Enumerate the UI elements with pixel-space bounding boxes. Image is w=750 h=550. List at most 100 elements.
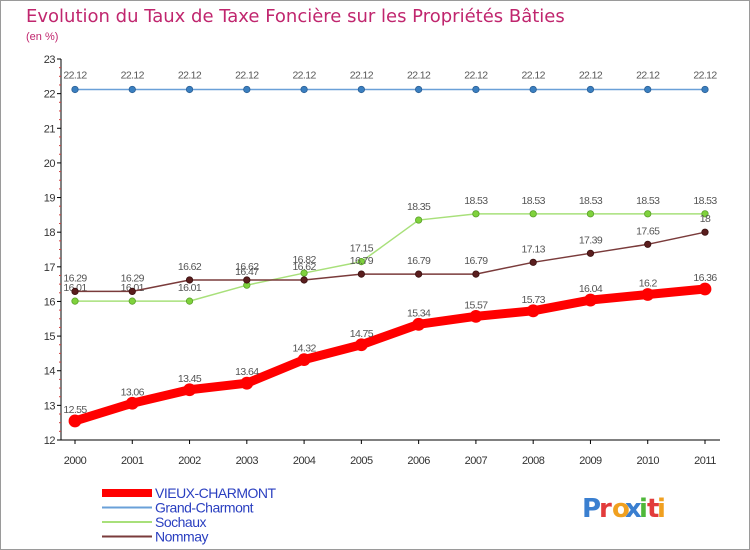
x-tick-label-2001: 2001 bbox=[121, 455, 144, 467]
data-label: 16.36 bbox=[693, 272, 717, 284]
data-point bbox=[415, 270, 423, 278]
data-point bbox=[300, 269, 308, 277]
y-tick-label-13: 13 bbox=[44, 400, 56, 412]
data-label: 17.15 bbox=[350, 243, 374, 255]
y-tick-label-14: 14 bbox=[44, 366, 56, 378]
legend-label-nommay: Nommay bbox=[155, 529, 209, 545]
series-line bbox=[74, 213, 706, 302]
data-point bbox=[415, 216, 423, 224]
data-point bbox=[240, 376, 254, 390]
data-label: 16.2 bbox=[639, 278, 658, 290]
data-label: 13.64 bbox=[235, 366, 259, 378]
data-label: 16.82 bbox=[292, 254, 316, 266]
series-line bbox=[74, 231, 706, 293]
x-tick-label-2006: 2006 bbox=[407, 455, 430, 467]
data-label: 17.65 bbox=[636, 225, 660, 237]
data-point bbox=[71, 85, 79, 94]
data-point bbox=[701, 85, 709, 94]
y-tick-label-23: 23 bbox=[44, 54, 56, 66]
data-label: 16.62 bbox=[235, 261, 259, 273]
data-label: 22.12 bbox=[235, 69, 259, 81]
data-label: 18 bbox=[700, 213, 711, 225]
x-tick-label-2009: 2009 bbox=[579, 455, 602, 467]
data-point bbox=[415, 85, 423, 94]
logo-letter: i bbox=[639, 494, 648, 524]
data-label: 17.39 bbox=[579, 234, 603, 246]
y-tick-label-19: 19 bbox=[44, 193, 56, 205]
data-label: 16.62 bbox=[178, 261, 202, 273]
data-point bbox=[185, 276, 194, 284]
data-point bbox=[529, 258, 537, 266]
series-lines: 22.12 22.12 22.12 22.12 22.12 22.12 22.12 22.12… bbox=[63, 69, 718, 428]
data-point bbox=[586, 249, 595, 257]
data-label: 18.53 bbox=[579, 195, 603, 207]
data-label: 12.55 bbox=[63, 404, 87, 416]
data-point bbox=[701, 228, 709, 236]
y-tick-label-18: 18 bbox=[44, 227, 56, 239]
data-label: 18.53 bbox=[693, 195, 717, 207]
data-label: 13.45 bbox=[178, 373, 202, 385]
y-tick-label-22: 22 bbox=[44, 89, 56, 101]
y-tick-label-16: 16 bbox=[44, 296, 56, 308]
data-label: 16.62 bbox=[292, 261, 316, 273]
data-label: 22.12 bbox=[350, 69, 374, 81]
series-grand-charmont: 22.12 22.12 22.12 22.12 22.12 22.12 22.12 22.12… bbox=[63, 69, 718, 94]
data-point bbox=[128, 297, 136, 305]
y-tick-label-12: 12 bbox=[44, 435, 56, 447]
data-point bbox=[185, 297, 194, 305]
data-point bbox=[300, 276, 308, 284]
data-label: 18.53 bbox=[522, 195, 546, 207]
x-tick-label-2007: 2007 bbox=[465, 455, 488, 467]
legend-label-grand-charmont: Grand-Charmont bbox=[155, 500, 254, 516]
x-tick-label-2008: 2008 bbox=[522, 455, 545, 467]
data-label: 22.12 bbox=[63, 69, 87, 81]
data-label: 16.01 bbox=[178, 282, 202, 294]
chart-subtitle: (en %) bbox=[26, 31, 58, 43]
x-tick-label-2003: 2003 bbox=[236, 455, 259, 467]
data-point bbox=[68, 414, 82, 428]
data-point bbox=[698, 282, 712, 296]
data-label: 15.73 bbox=[522, 294, 546, 306]
data-point bbox=[584, 293, 597, 307]
data-point bbox=[526, 304, 540, 318]
data-label: 16.79 bbox=[350, 255, 374, 267]
data-point bbox=[472, 210, 480, 218]
data-label: 22.12 bbox=[693, 69, 717, 81]
logo-letter: i bbox=[657, 494, 666, 524]
data-label: 18.35 bbox=[407, 201, 431, 213]
x-tick-label-2000: 2000 bbox=[64, 455, 87, 467]
series-sochaux: 16.0116.0116.0116.4716.8217.1518.3518.53… bbox=[63, 195, 718, 305]
data-point bbox=[300, 85, 308, 94]
y-tick-label-21: 21 bbox=[44, 123, 56, 135]
data-label: 18.53 bbox=[464, 195, 488, 207]
chart-title: Evolution du Taux de Taxe Foncière sur l… bbox=[26, 6, 565, 27]
x-tick-label-2011: 2011 bbox=[694, 455, 716, 467]
data-point bbox=[354, 338, 368, 352]
axes: 12 13 14 15 16 17 18 19 20 21 22 23 2000 2001 2002 2003… bbox=[44, 54, 720, 467]
data-point bbox=[644, 85, 652, 94]
logo-letter: o bbox=[612, 494, 630, 524]
data-label: 16.29 bbox=[63, 272, 87, 284]
data-point bbox=[128, 85, 136, 94]
data-point bbox=[472, 85, 480, 94]
y-tick-label-20: 20 bbox=[44, 158, 56, 170]
data-point bbox=[641, 288, 655, 301]
data-label: 22.12 bbox=[178, 69, 202, 81]
data-point bbox=[529, 210, 537, 218]
logo-letter: P bbox=[582, 494, 601, 524]
data-label: 17.13 bbox=[522, 243, 546, 255]
data-point bbox=[185, 85, 194, 94]
data-point bbox=[357, 270, 365, 278]
data-point bbox=[71, 297, 79, 305]
legend: VIEUX-CHARMONTGrand-CharmontSochauxNomma… bbox=[102, 485, 277, 545]
data-point bbox=[586, 210, 595, 218]
legend-label-vieux-charmont: VIEUX-CHARMONT bbox=[155, 485, 277, 501]
data-point bbox=[469, 309, 483, 323]
data-point bbox=[412, 317, 426, 331]
data-label: 22.12 bbox=[636, 69, 660, 81]
data-point bbox=[183, 383, 196, 397]
data-point bbox=[71, 287, 79, 296]
data-label: 16.04 bbox=[579, 283, 603, 295]
